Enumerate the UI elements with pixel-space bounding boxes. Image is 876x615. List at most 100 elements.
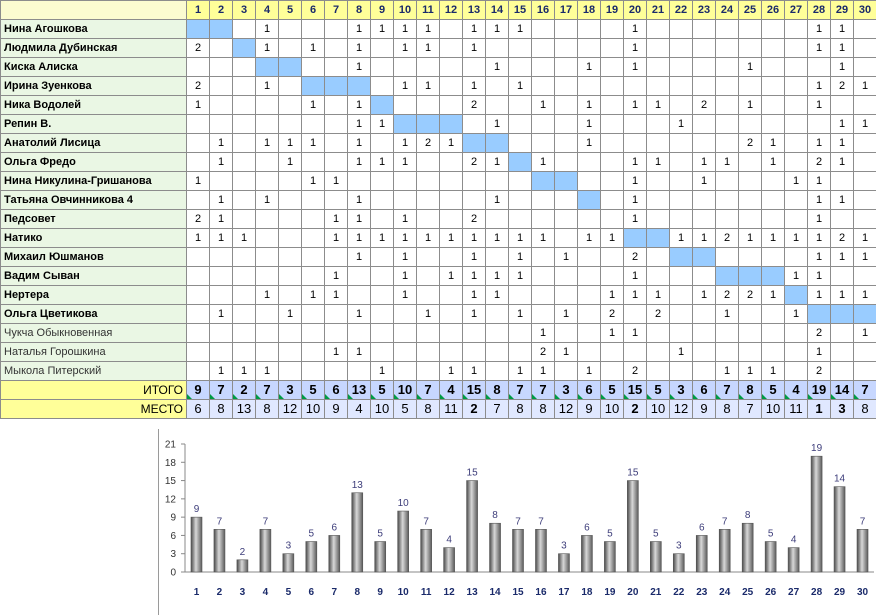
score-cell <box>554 228 578 248</box>
score-cell: 1 <box>623 209 647 229</box>
bar-value-label: 3 <box>286 541 292 552</box>
y-tick-label: 18 <box>165 458 177 469</box>
score-cell <box>370 247 394 267</box>
score-cell: 1 <box>853 323 876 343</box>
score-cell: 2 <box>738 133 762 153</box>
total-cell: 7 <box>416 380 440 400</box>
score-cell: 1 <box>646 95 670 115</box>
score-cell <box>186 190 210 210</box>
x-category-label: 17 <box>558 587 570 598</box>
score-cell <box>531 247 555 267</box>
bar-value-label: 10 <box>398 498 410 509</box>
place-cell: 10 <box>301 399 325 419</box>
column-number: 11 <box>416 0 440 20</box>
bar <box>466 480 478 573</box>
score-cell: 1 <box>347 228 371 248</box>
participant-row: Наталья Горошкина 1 1 2 1 1 1 <box>0 342 876 362</box>
score-cell <box>393 57 417 77</box>
x-category-label: 3 <box>240 587 246 598</box>
score-cell <box>738 342 762 362</box>
score-cell <box>255 114 279 134</box>
score-cell: 1 <box>416 76 440 96</box>
score-cell <box>692 342 716 362</box>
score-cell: 1 <box>715 152 739 172</box>
score-cell: 1 <box>669 228 693 248</box>
x-category-label: 28 <box>811 587 823 598</box>
x-category-label: 27 <box>788 587 800 598</box>
score-cell: 2 <box>186 76 210 96</box>
score-cell <box>554 133 578 153</box>
own-entry-cell <box>324 76 348 96</box>
score-cell <box>623 342 647 362</box>
score-cell <box>370 266 394 286</box>
score-cell <box>232 19 256 39</box>
score-cell <box>715 19 739 39</box>
bar <box>236 559 249 573</box>
score-cell: 1 <box>347 133 371 153</box>
score-cell: 1 <box>807 266 831 286</box>
score-cell <box>577 209 601 229</box>
x-category-label: 23 <box>696 587 708 598</box>
score-cell <box>692 266 716 286</box>
score-cell <box>784 38 808 58</box>
column-number: 5 <box>278 0 302 20</box>
score-cell: 1 <box>462 19 486 39</box>
score-cell <box>278 114 302 134</box>
place-cell: 12 <box>278 399 302 419</box>
score-cell <box>554 38 578 58</box>
score-cell <box>255 95 279 115</box>
score-cell: 1 <box>485 114 509 134</box>
score-cell <box>669 57 693 77</box>
score-cell <box>600 209 624 229</box>
place-cell: 7 <box>738 399 762 419</box>
participant-row: Нина Никулина-Гришанова 1 1 1 1 1 1 1 <box>0 171 876 191</box>
score-cell <box>807 57 831 77</box>
score-cell <box>278 285 302 305</box>
score-cell: 1 <box>462 76 486 96</box>
bar <box>397 510 409 573</box>
participant-row: Натико 1 1 1 1 1 1 1 1 1 1 1 1 1 1 1 1 1 2 1 1 1 1 2 1 <box>0 228 876 248</box>
score-cell <box>577 171 601 191</box>
score-cell: 1 <box>416 19 440 39</box>
score-cell: 1 <box>347 19 371 39</box>
score-cell <box>761 57 785 77</box>
score-cell: 1 <box>209 304 233 324</box>
column-number: 27 <box>784 0 808 20</box>
score-cell <box>853 95 876 115</box>
x-category-label: 2 <box>217 587 223 598</box>
score-cell: 1 <box>347 114 371 134</box>
score-cell: 1 <box>692 228 716 248</box>
x-category-label: 25 <box>742 587 754 598</box>
x-category-label: 11 <box>421 587 432 598</box>
score-cell <box>692 304 716 324</box>
score-cell <box>439 95 463 115</box>
score-cell <box>715 209 739 229</box>
bar <box>650 541 662 573</box>
score-cell <box>370 304 394 324</box>
score-cell: 1 <box>416 38 440 58</box>
score-cell <box>577 19 601 39</box>
bar-value-label: 6 <box>699 522 705 533</box>
score-cell <box>255 304 279 324</box>
own-entry-cell <box>439 114 463 134</box>
column-number: 19 <box>600 0 624 20</box>
score-cell: 1 <box>209 133 233 153</box>
score-cell <box>439 342 463 362</box>
score-cell <box>692 114 716 134</box>
score-cell <box>646 114 670 134</box>
score-cell <box>232 152 256 172</box>
bar-value-label: 7 <box>538 516 544 527</box>
score-cell <box>554 114 578 134</box>
score-cell: 1 <box>646 152 670 172</box>
score-cell <box>784 133 808 153</box>
score-cell: 1 <box>485 19 509 39</box>
score-cell <box>508 57 532 77</box>
total-cell: 6 <box>324 380 348 400</box>
score-cell <box>669 19 693 39</box>
score-cell <box>577 76 601 96</box>
place-cell: 9 <box>577 399 601 419</box>
score-cell <box>600 57 624 77</box>
score-cell <box>209 76 233 96</box>
score-cell <box>600 114 624 134</box>
score-cell: 1 <box>255 19 279 39</box>
